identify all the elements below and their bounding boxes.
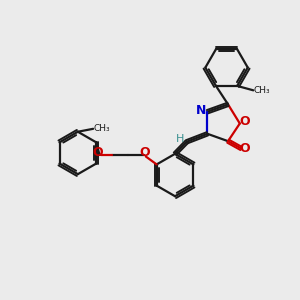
Text: H: H	[176, 134, 184, 144]
Text: O: O	[240, 115, 250, 128]
Text: O: O	[93, 146, 104, 159]
Text: CH₃: CH₃	[94, 124, 110, 133]
Text: N: N	[196, 104, 206, 117]
Text: O: O	[139, 146, 150, 159]
Text: CH₃: CH₃	[254, 86, 270, 95]
Text: O: O	[239, 142, 250, 155]
